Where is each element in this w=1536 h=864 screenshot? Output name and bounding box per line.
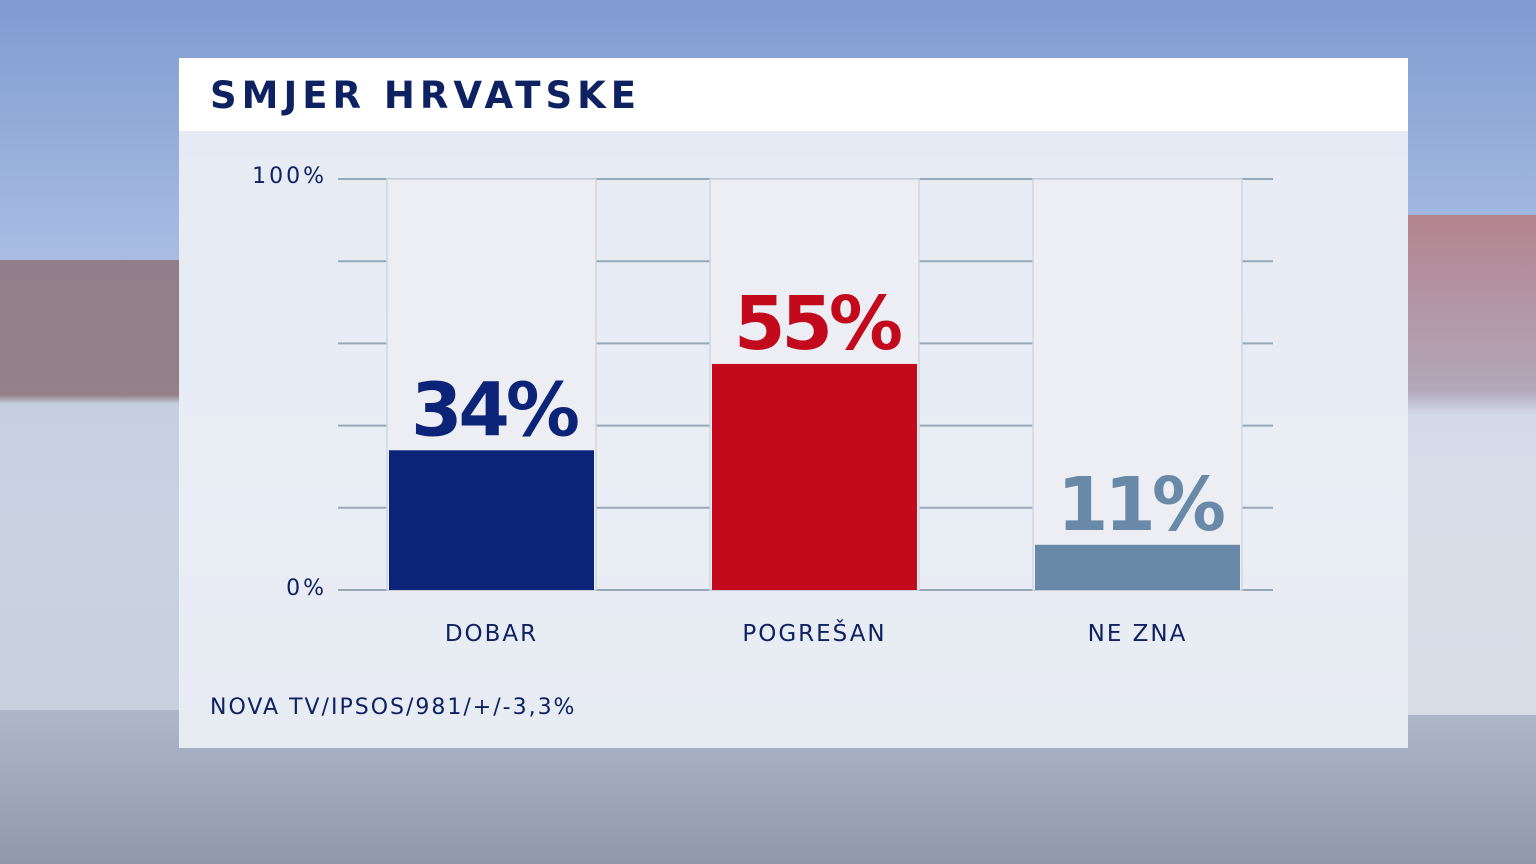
bar-chart: 34% 55% 11% xyxy=(338,178,1273,591)
data-label: 55% xyxy=(734,281,901,367)
bar-column-background xyxy=(1032,178,1243,591)
data-label: 11% xyxy=(1057,462,1224,548)
category-label-ne-zna: NE ZNA xyxy=(1087,621,1188,647)
title-band: SMJER HRVATSKE xyxy=(179,58,1408,131)
background-building-left xyxy=(0,260,180,710)
data-label: 34% xyxy=(411,367,578,453)
y-tick-100: 100% xyxy=(252,164,327,189)
bar-pogrešan xyxy=(712,363,917,590)
bar-dobar xyxy=(389,450,594,590)
y-tick-0: 0% xyxy=(286,576,327,601)
category-label-pogresan: POGREŠAN xyxy=(742,621,887,647)
source-note: NOVA TV/IPSOS/981/+/-3,3% xyxy=(210,695,577,720)
bar-ne-zna xyxy=(1035,544,1240,590)
background-church-right xyxy=(1408,215,1536,715)
chart-panel: SMJER HRVATSKE 34% 55% 11% 100% 0% DOBAR P… xyxy=(179,58,1408,748)
category-label-dobar: DOBAR xyxy=(444,621,539,647)
chart-title: SMJER HRVATSKE xyxy=(210,74,642,117)
